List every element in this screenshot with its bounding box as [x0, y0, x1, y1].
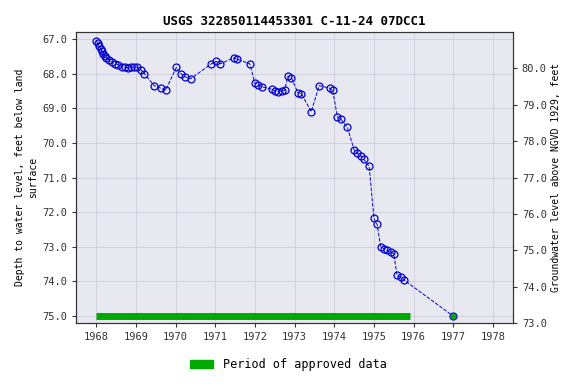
Y-axis label: Depth to water level, feet below land
surface: Depth to water level, feet below land su… [15, 69, 38, 286]
Y-axis label: Groundwater level above NGVD 1929, feet: Groundwater level above NGVD 1929, feet [551, 63, 561, 292]
Legend: Period of approved data: Period of approved data [185, 354, 391, 376]
Title: USGS 322850114453301 C-11-24 07DCC1: USGS 322850114453301 C-11-24 07DCC1 [164, 15, 426, 28]
